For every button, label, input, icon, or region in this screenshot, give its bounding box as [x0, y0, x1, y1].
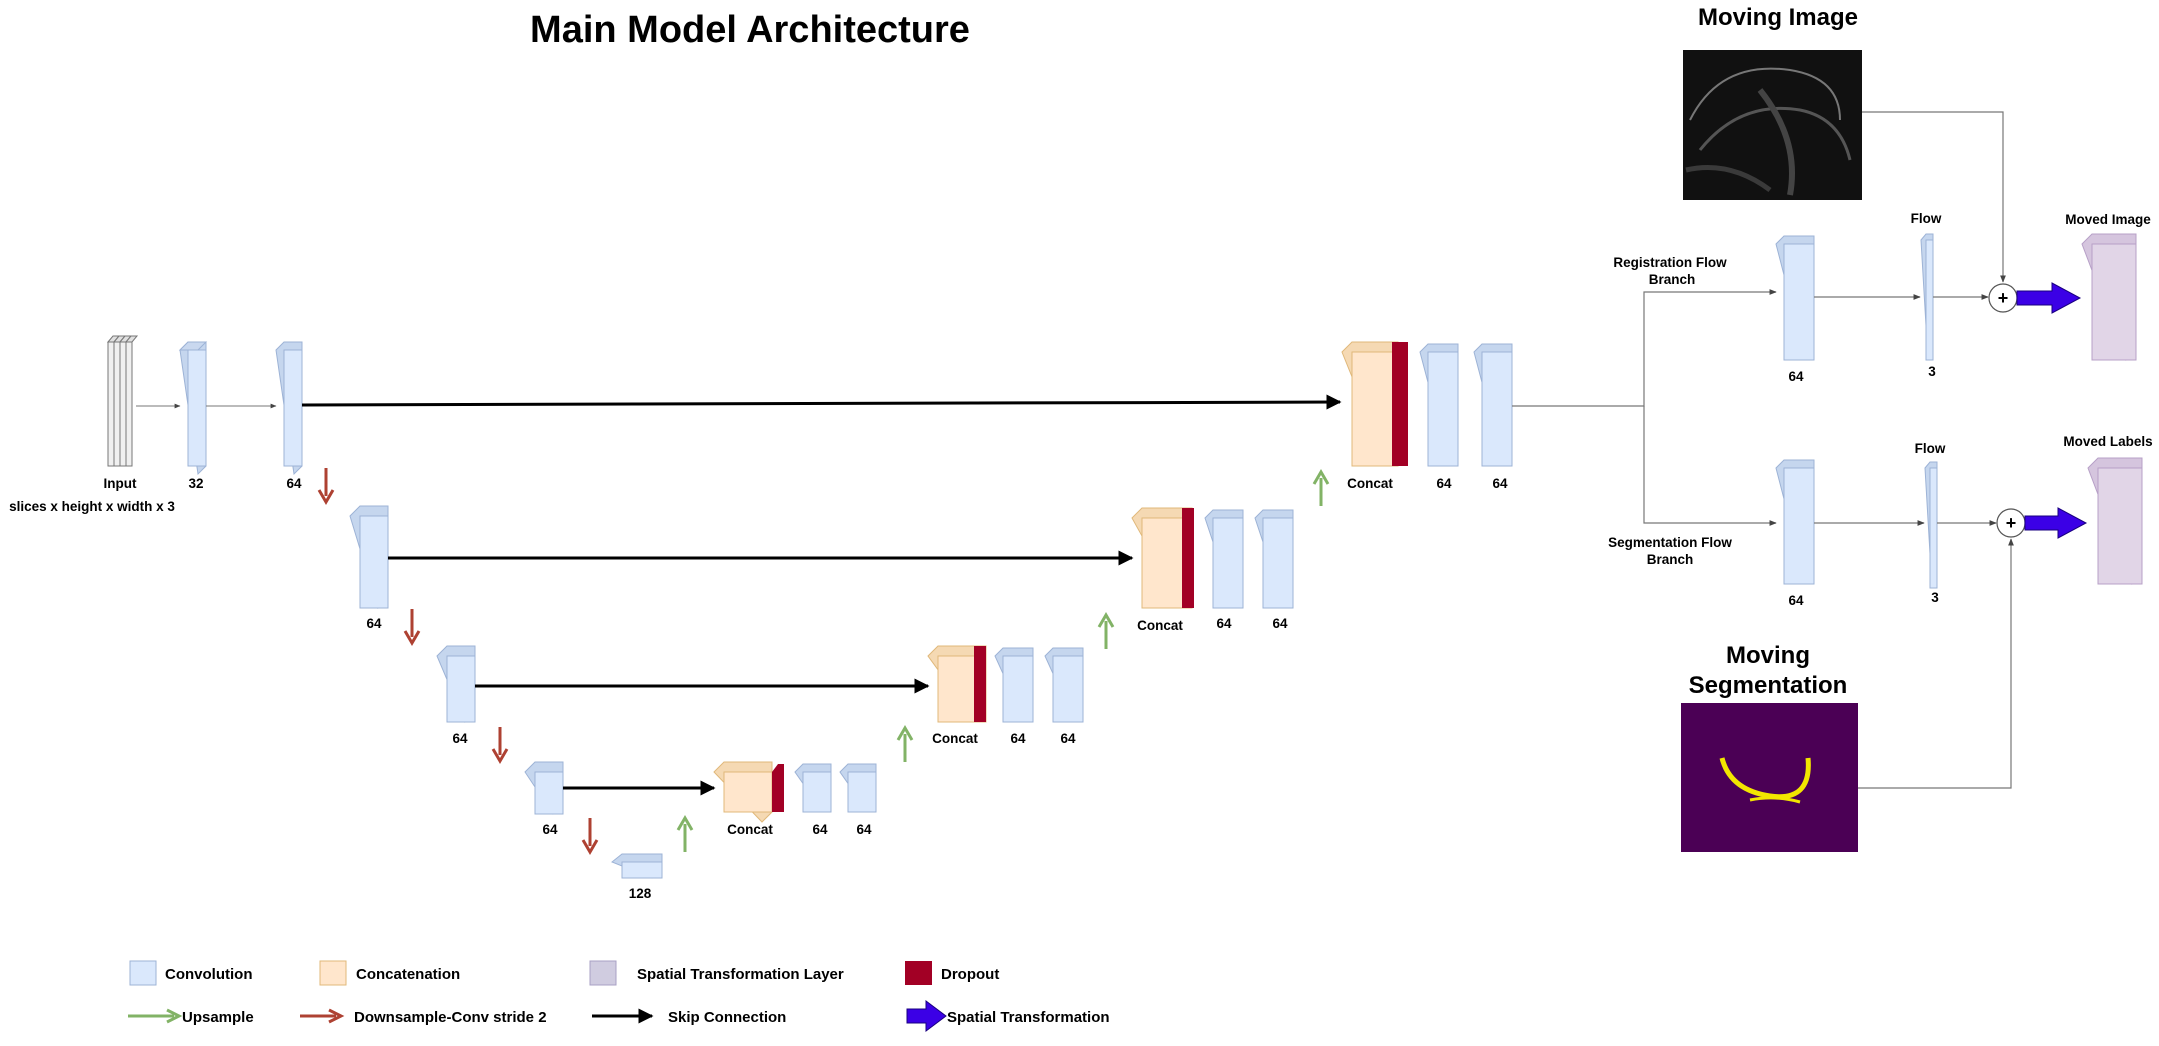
dec-l4a-label: 64 [812, 822, 828, 837]
moving-seg-title-2: Segmentation [1689, 672, 1848, 699]
conv-block-64-l2 [349, 505, 389, 609]
conv-block-dec-l2a [1204, 509, 1244, 609]
conv-block-64-l3 [436, 645, 476, 723]
conv-block-32 [178, 341, 208, 476]
legend: Convolution Concatenation Spatial Transf… [128, 960, 1110, 1032]
concat-block-l2 [1131, 507, 1194, 609]
concat-l2-label: Concat [1137, 618, 1183, 633]
conv-64-l1-label: 64 [286, 476, 302, 491]
diagram-title: Main Model Architecture [530, 9, 970, 51]
concat-l3-label: Concat [932, 731, 978, 746]
seg-branch-label-1: Segmentation Flow [1608, 535, 1732, 550]
seg-flow-channels: 3 [1931, 590, 1939, 605]
downsample-arrow [581, 818, 599, 855]
conv-block-64-l4 [524, 761, 564, 815]
dec-l1a-label: 64 [1436, 476, 1452, 491]
conv-block-dec-l3b [1044, 647, 1084, 723]
legend-concatenation: Concatenation [356, 966, 460, 983]
legend-dropout: Dropout [941, 966, 999, 983]
seg-conv-label: 64 [1788, 593, 1804, 608]
concat-block-l3 [927, 645, 987, 723]
moved-image-label: Moved Image [2065, 212, 2151, 227]
reg-flow-label: Flow [1911, 211, 1942, 226]
seg-add-node: + [1996, 508, 2026, 538]
conv-block-dec-l1b [1473, 343, 1513, 467]
reg-conv-label: 64 [1788, 369, 1804, 384]
seg-flow-label: Flow [1915, 441, 1946, 456]
legend-skip: Skip Connection [668, 1009, 786, 1026]
dec-l1b-label: 64 [1492, 476, 1508, 491]
conv-block-dec-l3a [994, 647, 1034, 723]
legend-upsample: Upsample [182, 1009, 254, 1026]
upsample-arrow [896, 725, 914, 762]
upsample-arrow [1097, 612, 1115, 649]
downsample-arrow [317, 468, 335, 505]
reg-flow-block [1920, 233, 1934, 361]
concat-block-l4 [713, 761, 784, 823]
moving-image [1683, 50, 1862, 200]
seg-spatial-transform-arrow [2024, 507, 2088, 539]
legend-downsample: Downsample-Conv stride 2 [354, 1009, 547, 1026]
reg-branch-label-1: Registration Flow [1613, 255, 1727, 270]
moving-segmentation-image [1681, 703, 1858, 852]
input-label: Input [104, 476, 137, 491]
concat-l1-label: Concat [1347, 476, 1393, 491]
seg-conv-block [1775, 459, 1815, 585]
reg-spatial-transform-arrow [2016, 282, 2082, 314]
input-dims-label: slices x height x width x 3 [9, 499, 175, 514]
concat-block-l1 [1341, 341, 1408, 467]
dec-l3b-label: 64 [1060, 731, 1076, 746]
moving-seg-title-1: Moving [1726, 642, 1810, 669]
moving-image-title: Moving Image [1698, 4, 1858, 31]
svg-text:+: + [1998, 288, 2009, 308]
reg-conv-block [1775, 235, 1815, 361]
seg-flow-block [1924, 461, 1938, 589]
skip-connection [301, 394, 1342, 410]
conv-64-l3-label: 64 [452, 731, 468, 746]
moving-image-connector [1862, 111, 2006, 283]
downsample-arrow [491, 727, 509, 764]
conv-block-dec-l4a [794, 763, 832, 813]
seg-branch-label-2: Branch [1647, 552, 1694, 567]
legend-spatial-transformation: Spatial Transformation [947, 1009, 1110, 1026]
conv-block-dec-l1a [1419, 343, 1459, 467]
legend-convolution: Convolution [165, 966, 252, 983]
dec-l2b-label: 64 [1272, 616, 1288, 631]
moved-labels-block [2087, 457, 2143, 585]
branch-connector [1512, 289, 1777, 407]
dec-l4b-label: 64 [856, 822, 872, 837]
svg-text:+: + [2006, 513, 2017, 533]
upsample-arrow [676, 815, 694, 852]
conv-128-label: 128 [629, 886, 652, 901]
dec-l2a-label: 64 [1216, 616, 1232, 631]
conv-block-dec-l2b [1254, 509, 1294, 609]
reg-flow-channels: 3 [1928, 364, 1936, 379]
reg-add-node: + [1988, 283, 2018, 313]
moved-labels-label: Moved Labels [2063, 434, 2152, 449]
concat-l4-label: Concat [727, 822, 773, 837]
conv-64-l2-label: 64 [366, 616, 382, 631]
branch-connector [1643, 406, 1777, 526]
downsample-arrow [403, 609, 421, 646]
conv-32-label: 32 [188, 476, 203, 491]
input-stack [106, 335, 139, 467]
conv-64-l4-label: 64 [542, 822, 558, 837]
reg-branch-label-2: Branch [1649, 272, 1696, 287]
upsample-arrow [1312, 469, 1330, 506]
conv-block-64-l1 [275, 341, 303, 476]
legend-spatial-layer: Spatial Transformation Layer [637, 966, 844, 983]
conv-block-dec-l4b [839, 763, 877, 813]
moved-image-block [2081, 233, 2137, 361]
conv-block-128 [611, 853, 663, 879]
dec-l3a-label: 64 [1010, 731, 1026, 746]
moving-seg-connector [1858, 538, 2014, 789]
